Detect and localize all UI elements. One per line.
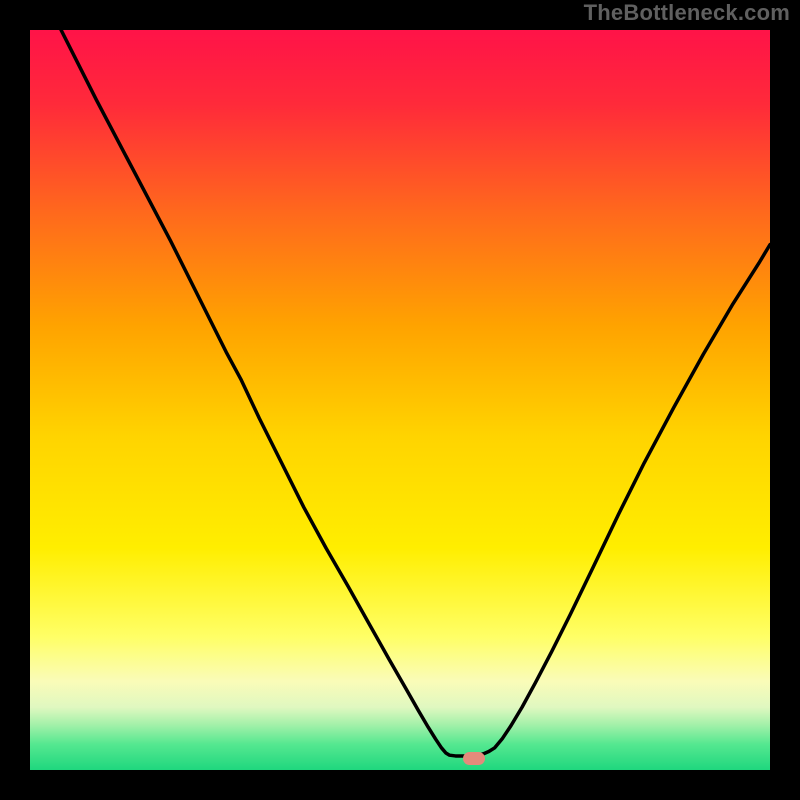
optimum-marker [463, 752, 485, 765]
watermark-text: TheBottleneck.com [584, 0, 790, 26]
bottleneck-curve [30, 30, 770, 770]
chart-frame: TheBottleneck.com [0, 0, 800, 800]
